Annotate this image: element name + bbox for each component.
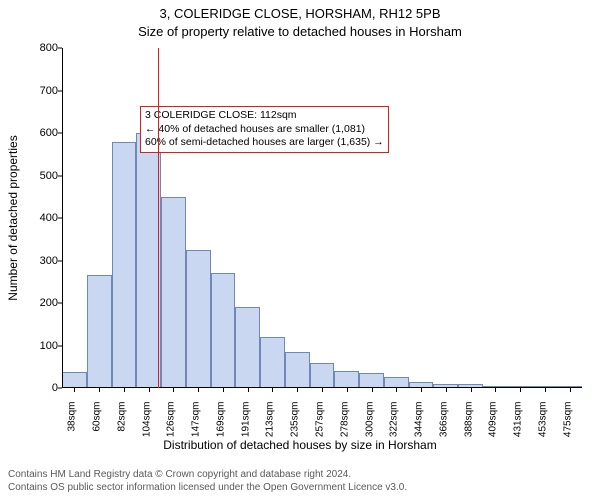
y-axis-line bbox=[62, 48, 63, 388]
histogram-bar bbox=[112, 142, 137, 389]
annotation-line1: 3 COLERIDGE CLOSE: 112sqm bbox=[145, 109, 384, 123]
x-tick-mark bbox=[173, 388, 174, 392]
x-tick-mark bbox=[421, 388, 422, 392]
annotation-line3: 60% of semi-detached houses are larger (… bbox=[145, 136, 384, 150]
y-tick-label: 500 bbox=[30, 170, 58, 182]
y-tick-mark bbox=[58, 133, 62, 134]
histogram-bar bbox=[62, 372, 87, 388]
x-tick-mark bbox=[396, 388, 397, 392]
x-axis-label: Distribution of detached houses by size … bbox=[0, 438, 600, 452]
y-tick-mark bbox=[58, 260, 62, 261]
y-tick-label: 300 bbox=[30, 255, 58, 267]
y-tick-label: 800 bbox=[30, 42, 58, 54]
x-tick-mark bbox=[446, 388, 447, 392]
x-tick-mark bbox=[198, 388, 199, 392]
y-tick-mark bbox=[58, 303, 62, 304]
x-tick-mark bbox=[545, 388, 546, 392]
x-tick-mark bbox=[347, 388, 348, 392]
annotation-box: 3 COLERIDGE CLOSE: 112sqm ← 40% of detac… bbox=[140, 106, 389, 153]
page-subtitle: Size of property relative to detached ho… bbox=[0, 24, 600, 39]
x-tick-mark bbox=[297, 388, 298, 392]
x-tick-mark bbox=[223, 388, 224, 392]
histogram-bar bbox=[359, 373, 384, 388]
x-tick-mark bbox=[149, 388, 150, 392]
histogram-bar bbox=[161, 197, 186, 388]
x-tick-mark bbox=[520, 388, 521, 392]
y-tick-mark bbox=[58, 48, 62, 49]
x-tick-mark bbox=[495, 388, 496, 392]
y-tick-mark bbox=[58, 175, 62, 176]
y-tick-mark bbox=[58, 345, 62, 346]
y-tick-label: 700 bbox=[30, 85, 58, 97]
y-tick-label: 100 bbox=[30, 340, 58, 352]
x-tick-mark bbox=[471, 388, 472, 392]
x-tick-mark bbox=[372, 388, 373, 392]
y-tick-label: 600 bbox=[30, 127, 58, 139]
x-tick-mark bbox=[322, 388, 323, 392]
x-tick-mark bbox=[570, 388, 571, 392]
attribution: Contains HM Land Registry data © Crown c… bbox=[8, 469, 407, 494]
histogram-bar bbox=[87, 275, 112, 388]
y-tick-label: 200 bbox=[30, 297, 58, 309]
y-axis-label: Number of detached properties bbox=[6, 135, 20, 300]
histogram-plot: 3 COLERIDGE CLOSE: 112sqm ← 40% of detac… bbox=[62, 48, 582, 388]
histogram-bar bbox=[310, 363, 335, 389]
annotation-line2: ← 40% of detached houses are smaller (1,… bbox=[145, 123, 384, 137]
x-tick-mark bbox=[99, 388, 100, 392]
marker-line bbox=[158, 48, 159, 388]
x-tick-mark bbox=[74, 388, 75, 392]
histogram-bar bbox=[334, 371, 359, 388]
y-tick-mark bbox=[58, 90, 62, 91]
attribution-line1: Contains HM Land Registry data © Crown c… bbox=[8, 469, 407, 482]
histogram-bar bbox=[235, 307, 260, 388]
y-tick-label: 400 bbox=[30, 212, 58, 224]
histogram-bar bbox=[285, 352, 310, 388]
histogram-bar bbox=[211, 273, 236, 388]
histogram-bar bbox=[186, 250, 211, 388]
x-tick-mark bbox=[272, 388, 273, 392]
y-tick-mark bbox=[58, 388, 62, 389]
page-title: 3, COLERIDGE CLOSE, HORSHAM, RH12 5PB bbox=[0, 6, 600, 21]
y-tick-mark bbox=[58, 218, 62, 219]
histogram-bar bbox=[260, 337, 285, 388]
y-tick-label: 0 bbox=[30, 382, 58, 394]
x-tick-mark bbox=[248, 388, 249, 392]
attribution-line2: Contains OS public sector information li… bbox=[8, 482, 407, 495]
x-tick-mark bbox=[124, 388, 125, 392]
